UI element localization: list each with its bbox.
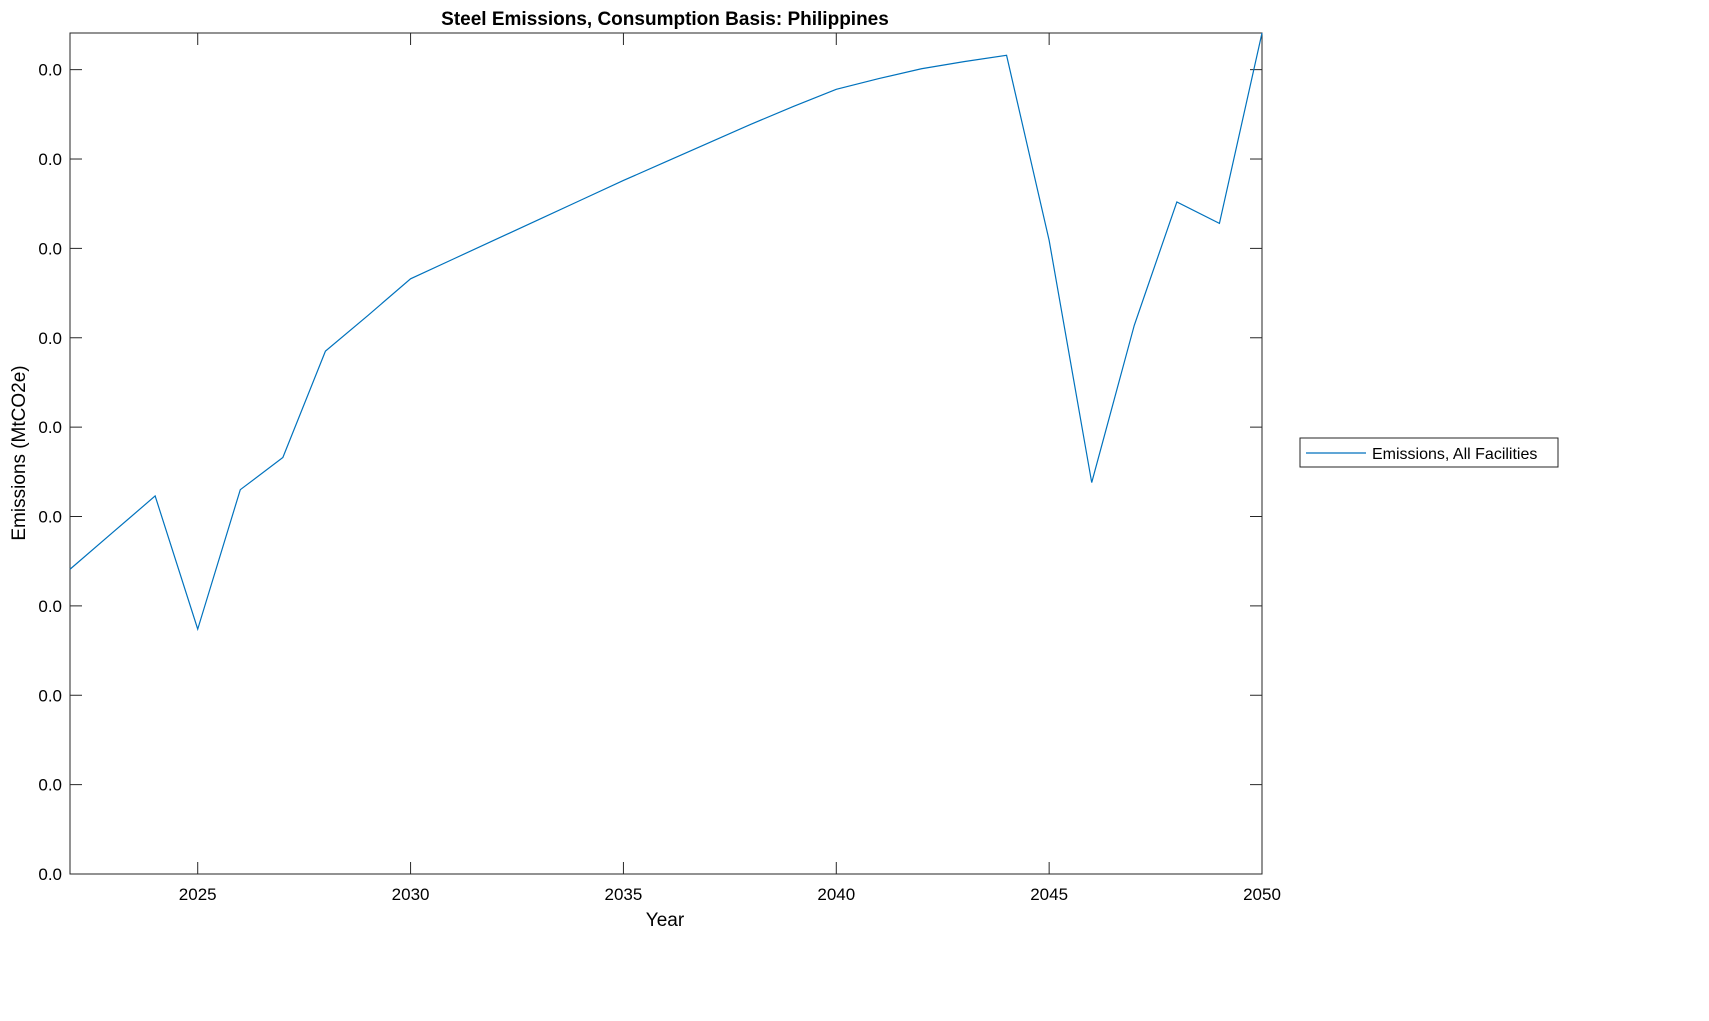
x-tick-label: 2045 (1030, 885, 1068, 904)
y-tick-label: 0.0 (38, 239, 62, 258)
y-tick-label: 0.0 (38, 597, 62, 616)
y-tick-label: 0.0 (38, 329, 62, 348)
x-tick-label: 2050 (1243, 885, 1281, 904)
series-line-emissions-all-facilities (69, 32, 1263, 632)
y-tick-label: 0.0 (38, 150, 62, 169)
x-tick-label: 2040 (817, 885, 855, 904)
x-tick-label: 2030 (392, 885, 430, 904)
x-tick-label: 2025 (179, 885, 217, 904)
y-tick-label: 0.0 (38, 686, 62, 705)
x-tick-label: 2035 (605, 885, 643, 904)
legend: Emissions, All Facilities (1299, 437, 1559, 468)
y-axis-label: Emissions (MtCO2e) (9, 365, 30, 540)
legend-entry: Emissions, All Facilities (1372, 446, 1537, 463)
chart-title: Steel Emissions, Consumption Basis: Phil… (441, 9, 889, 30)
y-tick-label: 0.0 (38, 418, 62, 437)
y-tick-label: 0.0 (38, 776, 62, 795)
y-tick-label: 0.0 (38, 508, 62, 527)
y-tick-label: 0.0 (38, 865, 62, 884)
y-tick-label: 0.0 (38, 61, 62, 80)
plot-area (69, 32, 1263, 875)
x-axis-label: Year (646, 910, 685, 931)
